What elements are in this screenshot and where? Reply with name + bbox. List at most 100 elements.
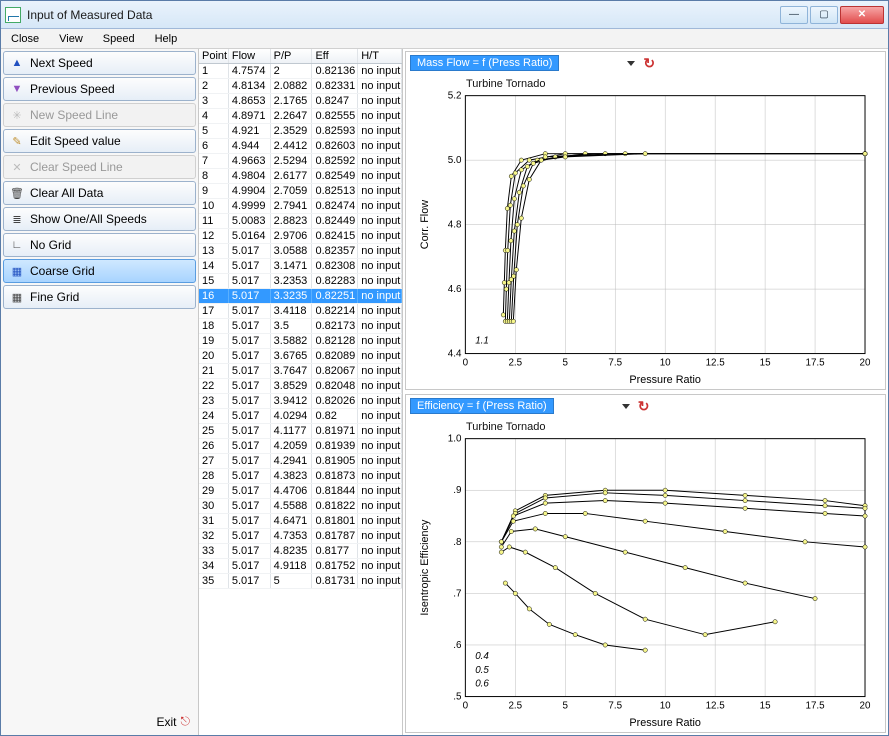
table-row[interactable]: 74.96632.52940.82592no input — [199, 154, 402, 169]
svg-text:4.8: 4.8 — [448, 220, 462, 231]
table-row[interactable]: 205.0173.67650.82089no input — [199, 349, 402, 364]
data-table: Point Flow P/P Eff H/T 14.757420.82136no… — [199, 49, 403, 735]
svg-text:Pressure Ratio: Pressure Ratio — [629, 374, 701, 386]
new-speed-line-button: ✳ New Speed Line — [3, 103, 196, 127]
exit-label[interactable]: Exit — [156, 715, 176, 729]
table-row[interactable]: 14.757420.82136no input — [199, 64, 402, 79]
table-row[interactable]: 295.0174.47060.81844no input — [199, 484, 402, 499]
exit-row: Exit ⎋ — [3, 710, 196, 733]
col-eff[interactable]: Eff — [312, 49, 358, 63]
menu-speed[interactable]: Speed — [97, 31, 141, 47]
table-row[interactable]: 335.0174.82350.8177no input — [199, 544, 402, 559]
edit-speed-value-button-icon: ✎ — [10, 134, 24, 148]
col-flow[interactable]: Flow — [229, 49, 271, 63]
table-row[interactable]: 265.0174.20590.81939no input — [199, 439, 402, 454]
table-row[interactable]: 94.99042.70590.82513no input — [199, 184, 402, 199]
table-row[interactable]: 255.0174.11770.81971no input — [199, 424, 402, 439]
previous-speed-button-icon: ▼ — [10, 82, 24, 96]
table-row[interactable]: 64.9442.44120.82603no input — [199, 139, 402, 154]
chart-massflow-pane: Mass Flow = f (Press Ratio) ↻ Turbine To… — [405, 51, 886, 390]
svg-text:0.4: 0.4 — [475, 651, 489, 662]
table-row[interactable]: 34.86532.17650.8247no input — [199, 94, 402, 109]
table-row[interactable]: 195.0173.58820.82128no input — [199, 334, 402, 349]
table-row[interactable]: 235.0173.94120.82026no input — [199, 394, 402, 409]
table-row[interactable]: 175.0173.41180.82214no input — [199, 304, 402, 319]
show-speeds-button[interactable]: ≣Show One/All Speeds — [3, 207, 196, 231]
table-row[interactable]: 155.0173.23530.82283no input — [199, 274, 402, 289]
svg-text:Corr. Flow: Corr. Flow — [419, 200, 431, 249]
chart2-plot: Turbine Tornado 02.557.51012.51517.520.5… — [406, 417, 885, 732]
svg-text:5: 5 — [563, 357, 569, 368]
svg-text:1.1: 1.1 — [475, 336, 489, 347]
table-row[interactable]: 275.0174.29410.81905no input — [199, 454, 402, 469]
table-row[interactable]: 245.0174.02940.82no input — [199, 409, 402, 424]
next-speed-button[interactable]: ▲Next Speed — [3, 51, 196, 75]
svg-text:5.2: 5.2 — [448, 91, 462, 102]
table-row[interactable]: 125.01642.97060.82415no input — [199, 229, 402, 244]
table-row[interactable]: 135.0173.05880.82357no input — [199, 244, 402, 259]
titlebar: Input of Measured Data — ▢ ✕ — [1, 1, 888, 29]
table-row[interactable]: 24.81342.08820.82331no input — [199, 79, 402, 94]
window-title: Input of Measured Data — [27, 8, 780, 22]
coarse-grid-button[interactable]: ▦Coarse Grid — [3, 259, 196, 283]
chart2-selector[interactable]: Efficiency = f (Press Ratio) — [410, 398, 554, 414]
svg-text:.5: .5 — [453, 692, 462, 703]
previous-speed-button[interactable]: ▼Previous Speed — [3, 77, 196, 101]
edit-speed-value-button[interactable]: ✎Edit Speed value — [3, 129, 196, 153]
svg-text:10: 10 — [660, 700, 671, 711]
table-row[interactable]: 215.0173.76470.82067no input — [199, 364, 402, 379]
table-row[interactable]: 325.0174.73530.81787no input — [199, 529, 402, 544]
chart1-dropdown-icon[interactable] — [627, 61, 635, 66]
svg-text:4.4: 4.4 — [448, 349, 462, 360]
table-row[interactable]: 54.9212.35290.82593no input — [199, 124, 402, 139]
table-row[interactable]: 225.0173.85290.82048no input — [199, 379, 402, 394]
exit-icon[interactable]: ⎋ — [181, 714, 191, 729]
svg-text:7.5: 7.5 — [608, 700, 622, 711]
col-pp[interactable]: P/P — [271, 49, 313, 63]
table-row[interactable]: 285.0174.38230.81873no input — [199, 469, 402, 484]
svg-text:.7: .7 — [453, 588, 461, 599]
table-row[interactable]: 165.0173.32350.82251no input — [199, 289, 402, 304]
chart1-title: Turbine Tornado — [466, 78, 546, 90]
clear-all-data-button-icon: 🗑 — [10, 186, 24, 200]
table-row[interactable]: 185.0173.50.82173no input — [199, 319, 402, 334]
table-row[interactable]: 305.0174.55880.81822no input — [199, 499, 402, 514]
table-row[interactable]: 145.0173.14710.82308no input — [199, 259, 402, 274]
col-point[interactable]: Point — [199, 49, 229, 63]
fine-grid-button-label: Fine Grid — [30, 290, 79, 304]
chart1-selector[interactable]: Mass Flow = f (Press Ratio) — [410, 55, 559, 71]
maximize-button[interactable]: ▢ — [810, 6, 838, 24]
chart2-dropdown-icon[interactable] — [622, 404, 630, 409]
svg-text:.9: .9 — [453, 485, 461, 496]
chart1-refresh-icon[interactable]: ↻ — [643, 55, 659, 71]
col-ht[interactable]: H/T — [358, 49, 402, 63]
table-row[interactable]: 84.98042.61770.82549no input — [199, 169, 402, 184]
no-grid-button[interactable]: ∟No Grid — [3, 233, 196, 257]
table-row[interactable]: 44.89712.26470.82555no input — [199, 109, 402, 124]
svg-text:17.5: 17.5 — [805, 357, 825, 368]
minimize-button[interactable]: — — [780, 6, 808, 24]
svg-text:7.5: 7.5 — [608, 357, 622, 368]
no-grid-button-icon: ∟ — [10, 238, 24, 252]
menu-close[interactable]: Close — [5, 31, 45, 47]
chart2-refresh-icon[interactable]: ↻ — [638, 398, 654, 414]
svg-text:20: 20 — [860, 700, 871, 711]
svg-text:1.0: 1.0 — [448, 434, 462, 445]
new-speed-line-button-icon: ✳ — [10, 108, 24, 122]
app-icon — [5, 7, 21, 23]
svg-text:5.0: 5.0 — [448, 155, 462, 166]
fine-grid-button[interactable]: ▦Fine Grid — [3, 285, 196, 309]
menu-help[interactable]: Help — [149, 31, 184, 47]
table-row[interactable]: 104.99992.79410.82474no input — [199, 199, 402, 214]
table-row[interactable]: 345.0174.91180.81752no input — [199, 559, 402, 574]
table-row[interactable]: 355.01750.81731no input — [199, 574, 402, 589]
new-speed-line-button-label: New Speed Line — [30, 108, 118, 122]
coarse-grid-button-label: Coarse Grid — [30, 264, 95, 278]
table-row[interactable]: 115.00832.88230.82449no input — [199, 214, 402, 229]
clear-speed-line-button: ✕Clear Speed Line — [3, 155, 196, 179]
menu-view[interactable]: View — [53, 31, 89, 47]
svg-text:17.5: 17.5 — [805, 700, 825, 711]
table-row[interactable]: 315.0174.64710.81801no input — [199, 514, 402, 529]
close-button[interactable]: ✕ — [840, 6, 884, 24]
clear-all-data-button[interactable]: 🗑Clear All Data — [3, 181, 196, 205]
